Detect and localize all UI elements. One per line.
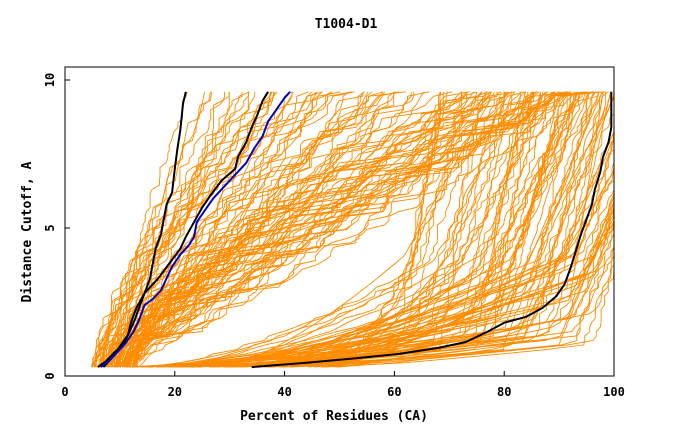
model-curve — [282, 91, 615, 368]
model-curve — [91, 91, 212, 368]
model-curve — [115, 91, 291, 368]
model-curve — [229, 91, 603, 368]
y-axis-ticks: 0 5 10 — [43, 73, 70, 380]
model-curve — [96, 91, 395, 368]
highlight-model-curves — [97, 91, 613, 369]
model-curve — [269, 91, 615, 368]
model-curve — [226, 91, 606, 368]
y-axis-label: Distance Cutoff, A — [20, 161, 35, 302]
model-curve — [115, 91, 600, 368]
model-curve — [185, 91, 522, 368]
model-curve — [197, 91, 554, 368]
x-tick-label: 20 — [168, 385, 182, 399]
model-curve — [219, 91, 495, 368]
series-highlight-blue — [100, 91, 291, 368]
model-curve — [336, 91, 441, 368]
model-curve — [121, 91, 395, 368]
x-tick-label: 100 — [603, 385, 625, 399]
x-axis-ticks: 0 20 40 60 80 100 — [61, 371, 625, 399]
model-curve — [309, 91, 516, 368]
model-curve — [119, 91, 278, 368]
model-curve — [189, 91, 588, 368]
model-curve — [126, 91, 492, 368]
model-curve — [123, 91, 249, 368]
model-curve — [125, 91, 597, 368]
model-curve — [113, 91, 463, 368]
model-curve — [129, 91, 604, 368]
model-curve — [211, 91, 527, 368]
model-curve — [263, 91, 571, 368]
model-curve — [133, 91, 415, 368]
x-tick-label: 0 — [61, 385, 68, 399]
model-curve — [105, 91, 546, 368]
model-curve — [169, 91, 463, 368]
model-curve — [91, 91, 533, 368]
plot-frame — [64, 66, 615, 377]
model-curve — [114, 91, 534, 368]
series-highlight-black-right — [251, 91, 613, 369]
chart-title: T1004-D1 — [315, 17, 378, 32]
model-curve — [135, 91, 369, 368]
model-curve — [112, 91, 275, 368]
model-curve — [133, 91, 384, 368]
model-curve — [102, 91, 318, 368]
model-curve — [98, 91, 355, 368]
model-curve — [91, 91, 249, 368]
x-axis-label: Percent of Residues (CA) — [240, 409, 428, 424]
series-highlight-black-mid — [97, 91, 269, 368]
model-curve — [147, 91, 540, 368]
model-curve — [138, 91, 522, 368]
model-curve — [290, 91, 448, 368]
model-curve — [156, 91, 478, 368]
model-curve — [314, 91, 615, 368]
x-tick-label: 40 — [277, 385, 291, 399]
model-curve — [291, 91, 490, 368]
model-curve — [127, 91, 556, 368]
model-curve — [110, 91, 206, 368]
model-curve — [321, 91, 444, 368]
model-curve — [103, 91, 526, 368]
model-curve — [281, 91, 615, 368]
model-curve — [227, 91, 577, 368]
model-curve — [93, 91, 293, 368]
model-curve — [99, 91, 313, 368]
x-tick-label: 80 — [497, 385, 511, 399]
model-curve — [144, 91, 501, 368]
y-tick-label: 10 — [43, 73, 57, 87]
model-curve — [184, 91, 591, 368]
model-curve — [98, 91, 396, 368]
x-tick-label: 60 — [387, 385, 401, 399]
model-curve — [231, 91, 609, 368]
background-model-curves — [91, 91, 615, 368]
model-curve — [110, 91, 552, 368]
y-tick-label: 5 — [43, 224, 57, 231]
model-curve — [134, 91, 230, 368]
model-curve — [134, 91, 364, 368]
model-curve — [175, 91, 584, 368]
model-curve — [126, 91, 483, 368]
model-curve — [102, 91, 548, 368]
model-curve — [135, 91, 509, 368]
y-tick-label: 0 — [43, 372, 57, 379]
model-curve — [117, 91, 188, 368]
model-curve — [333, 91, 502, 368]
